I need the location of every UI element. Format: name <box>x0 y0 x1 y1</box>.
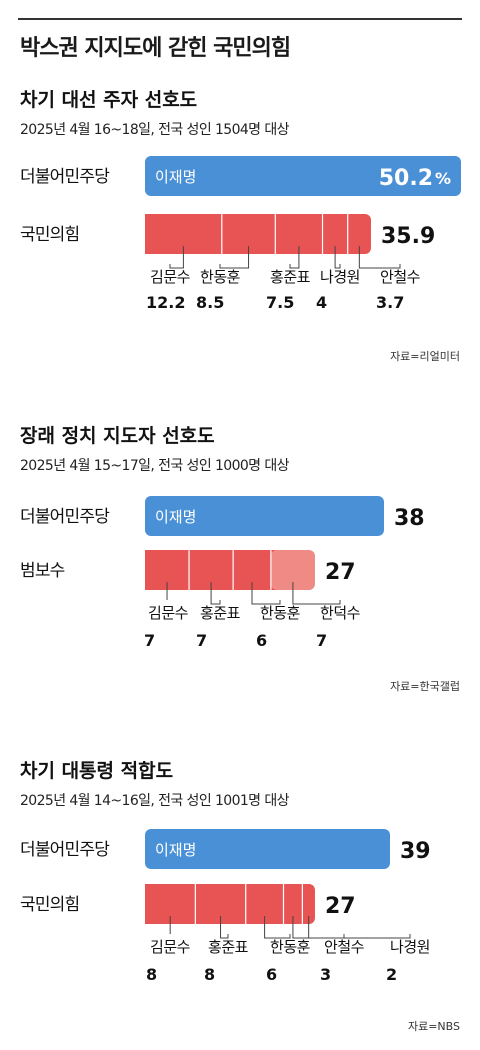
candidate-value: 2 <box>386 965 397 984</box>
leader-line <box>210 582 221 605</box>
total-value: 27 <box>325 894 356 919</box>
leader-line <box>358 246 401 269</box>
chart-title: 차기 대통령 적합도 <box>20 760 173 782</box>
leader-line <box>334 246 341 269</box>
segment-label: 이재명 <box>155 168 196 186</box>
segment-label: 이재명 <box>155 508 196 526</box>
candidate-name: 홍준표 <box>200 604 241 622</box>
chart-title: 장래 정치 지도자 선호도 <box>20 425 215 447</box>
candidate-name: 홍준표 <box>270 268 311 286</box>
segment-label: 이재명 <box>155 841 196 859</box>
total-value: 35.9 <box>381 224 435 249</box>
bar-corner <box>145 550 155 590</box>
leader-line <box>308 916 411 939</box>
total-value: 27 <box>325 560 356 585</box>
total-value: 50.2 <box>379 166 433 191</box>
candidate-value: 3.7 <box>376 293 404 312</box>
candidate-value: 8 <box>204 965 215 984</box>
candidate-name: 나경원 <box>320 268 360 286</box>
candidate-value: 7 <box>196 631 207 650</box>
candidate-name: 안철수 <box>380 268 420 286</box>
candidate-value: 8.5 <box>196 293 224 312</box>
party-label: 국민의힘 <box>20 895 79 915</box>
leader-line <box>251 582 281 605</box>
bar-segment <box>283 884 303 924</box>
candidate-value: 7 <box>316 631 327 650</box>
total-value: 38 <box>394 506 425 531</box>
candidate-name: 한동훈 <box>260 604 300 622</box>
page-title: 박스권 지지도에 갇힌 국민의힘 <box>20 36 291 61</box>
candidate-value: 12.2 <box>146 293 185 312</box>
party-label: 더불어민주당 <box>20 167 110 187</box>
bar-segment <box>270 550 315 590</box>
chart-subtitle: 2025년 4월 14~16일, 전국 성인 1001명 대상 <box>20 793 290 809</box>
bar-corner <box>145 884 155 924</box>
candidate-value: 6 <box>266 965 277 984</box>
candidate-value: 7.5 <box>266 293 294 312</box>
leader-line <box>264 916 291 939</box>
unit-label: % <box>435 169 451 188</box>
party-label: 국민의힘 <box>20 225 79 245</box>
bar-segment <box>145 156 461 196</box>
leader-line <box>220 916 229 939</box>
candidate-name: 홍준표 <box>208 938 249 956</box>
bar-corner <box>145 214 155 254</box>
party-label: 더불어민주당 <box>20 507 110 527</box>
candidate-name: 한동훈 <box>270 938 310 956</box>
leader-line <box>169 246 184 269</box>
leader-line <box>219 246 250 269</box>
candidate-name: 한동훈 <box>200 268 240 286</box>
source-note: 자료=리얼미터 <box>390 349 460 363</box>
party-label: 범보수 <box>20 561 65 581</box>
candidate-value: 3 <box>320 965 331 984</box>
candidate-name: 김문수 <box>148 604 188 622</box>
top-rule <box>18 18 462 20</box>
party-label: 더불어민주당 <box>20 840 110 860</box>
candidate-name: 김문수 <box>150 938 190 956</box>
leader-line <box>292 582 341 605</box>
bar-segment <box>145 829 390 869</box>
source-note: 자료=한국갤럽 <box>390 679 460 693</box>
candidate-name: 한덕수 <box>320 604 360 622</box>
chart-subtitle: 2025년 4월 16~18일, 전국 성인 1504명 대상 <box>20 122 290 138</box>
candidate-value: 7 <box>144 631 155 650</box>
candidate-value: 4 <box>316 293 327 312</box>
leader-line <box>289 246 300 269</box>
chart-title: 차기 대선 주자 선호도 <box>20 89 197 111</box>
candidate-value: 8 <box>146 965 157 984</box>
chart-subtitle: 2025년 4월 15~17일, 전국 성인 1000명 대상 <box>20 458 290 474</box>
source-note: 자료=NBS <box>408 1020 460 1033</box>
bar-segment <box>302 884 315 924</box>
candidate-name: 나경원 <box>390 938 430 956</box>
candidate-name: 안철수 <box>324 938 364 956</box>
bar-segment <box>145 496 384 536</box>
candidate-value: 6 <box>256 631 267 650</box>
candidate-name: 김문수 <box>150 268 190 286</box>
total-value: 39 <box>400 839 431 864</box>
bar-segment <box>347 214 371 254</box>
